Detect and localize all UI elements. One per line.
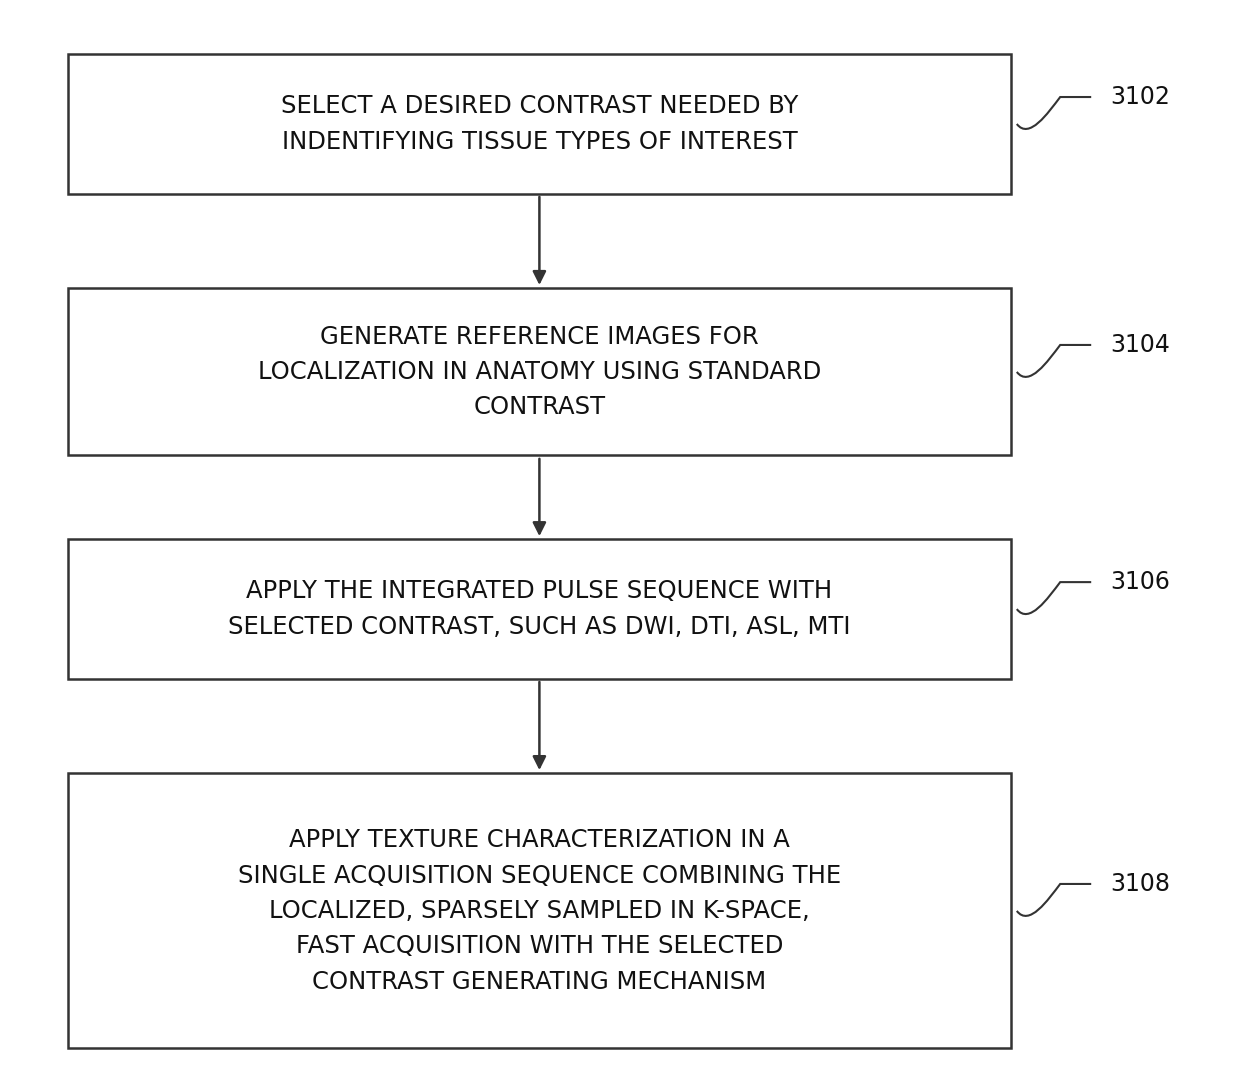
FancyBboxPatch shape bbox=[68, 288, 1011, 455]
Text: SELECT A DESIRED CONTRAST NEEDED BY
INDENTIFYING TISSUE TYPES OF INTEREST: SELECT A DESIRED CONTRAST NEEDED BY INDE… bbox=[280, 94, 799, 154]
Text: 3106: 3106 bbox=[1110, 570, 1169, 594]
FancyBboxPatch shape bbox=[68, 539, 1011, 679]
Text: 3104: 3104 bbox=[1110, 333, 1169, 357]
Text: 3108: 3108 bbox=[1110, 872, 1169, 896]
FancyBboxPatch shape bbox=[68, 54, 1011, 194]
Text: APPLY THE INTEGRATED PULSE SEQUENCE WITH
SELECTED CONTRAST, SUCH AS DWI, DTI, AS: APPLY THE INTEGRATED PULSE SEQUENCE WITH… bbox=[228, 579, 851, 639]
Text: APPLY TEXTURE CHARACTERIZATION IN A
SINGLE ACQUISITION SEQUENCE COMBINING THE
LO: APPLY TEXTURE CHARACTERIZATION IN A SING… bbox=[238, 828, 841, 994]
Text: 3102: 3102 bbox=[1110, 85, 1169, 109]
FancyBboxPatch shape bbox=[68, 774, 1011, 1048]
Text: GENERATE REFERENCE IMAGES FOR
LOCALIZATION IN ANATOMY USING STANDARD
CONTRAST: GENERATE REFERENCE IMAGES FOR LOCALIZATI… bbox=[258, 324, 821, 419]
